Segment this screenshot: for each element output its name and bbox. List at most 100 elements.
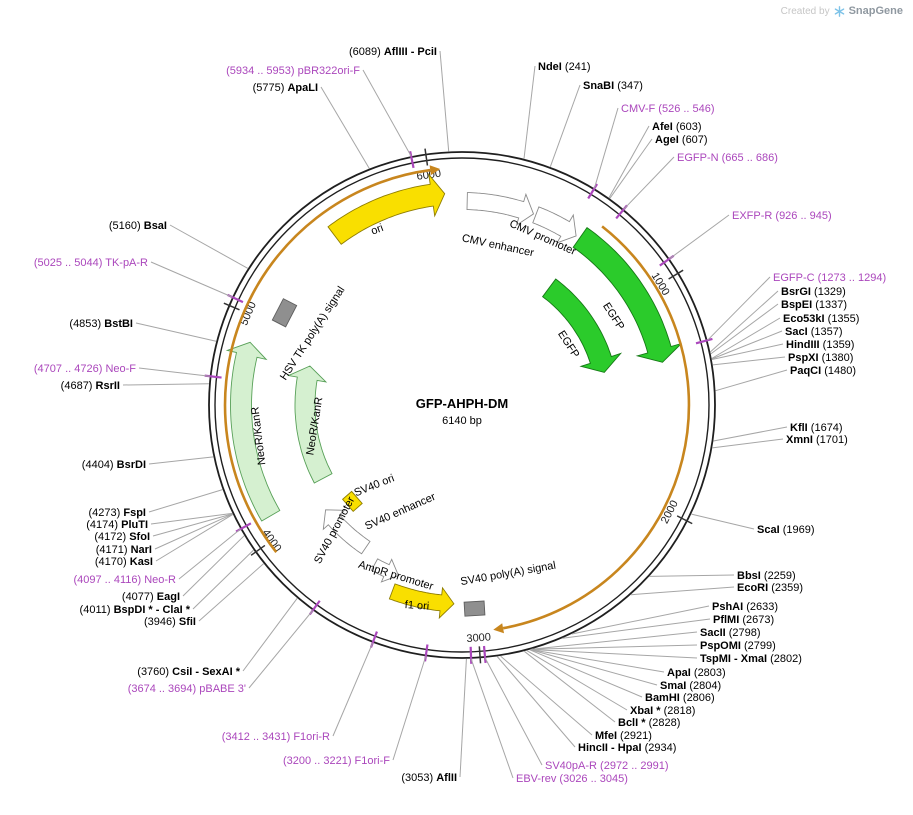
leader-line-sfoi [152,513,233,537]
enzyme-label-pspomi[interactable]: PspOMI (2799) [700,640,776,652]
leader-line-neo-r [178,528,241,580]
feature-cmv-enhancer-arrow[interactable] [466,192,535,227]
feature-label-sv40-enhancer[interactable]: SV40 enhancer [363,491,437,533]
feature-neor-kanr-inner-arrow[interactable] [286,365,333,484]
enzyme-label-hindiii[interactable]: HindIII (1359) [786,339,854,351]
enzyme-label-sfii[interactable]: (3946) SfiI [144,616,196,628]
enzyme-label-kasi[interactable]: (4170) KasI [95,556,153,568]
enzyme-label-pspxi[interactable]: PspXI (1380) [788,352,853,364]
enzyme-label-afliii-pcii[interactable]: (6089) AflIII - PciI [349,46,437,58]
leader-line-f1ori-f [392,656,427,761]
feature-label-sv40-ori[interactable]: SV40 ori [353,472,397,499]
feature-label-egfp-outer[interactable]: EGFP [600,301,626,333]
leader-line-agei [609,138,653,199]
primer-label-exfp-r[interactable]: EXFP-R (926 .. 945) [732,210,832,222]
feature-sv40-promoter-arrow[interactable] [322,509,371,555]
feature-f1-ori-arrow[interactable] [388,583,455,620]
enzyme-label-kfli[interactable]: KflI (1674) [790,422,843,434]
enzyme-label-bsrgi[interactable]: BsrGI (1329) [781,286,846,298]
feature-label-sv40-polya-signal[interactable]: SV40 poly(A) signal [460,560,557,589]
enzyme-label-rsrii[interactable]: (4687) RsrII [61,380,120,392]
feature-neor-kanr-outer-arrow[interactable] [225,341,281,522]
feature-ampr-promoter-arrow[interactable] [370,558,400,583]
enzyme-label-saci[interactable]: SacI (1357) [785,326,843,338]
enzyme-label-bsrdi[interactable]: (4404) BsrDI [82,459,146,471]
leader-line-smai [530,649,658,686]
feature-sv40-ori-box[interactable] [341,490,363,513]
leader-line-kfli [713,426,788,442]
enzyme-label-mfei[interactable]: MfeI (2921) [595,730,652,742]
primer-label-egfp-n[interactable]: EGFP-N (665 .. 686) [677,152,778,164]
enzyme-label-ndei[interactable]: NdeI (241) [538,61,591,73]
leader-line-ebv-rev [470,658,514,779]
enzyme-label-smai[interactable]: SmaI (2804) [660,680,721,692]
primer-label-ebv-rev[interactable]: EBV-rev (3026 .. 3045) [516,773,628,785]
leader-line-bspdi-clai [192,549,254,610]
enzyme-label-nari[interactable]: (4171) NarI [96,544,152,556]
primer-label-f1ori-r[interactable]: (3412 .. 3431) F1ori-R [222,731,330,743]
leader-line-snabi [549,84,581,167]
leader-line-afei [608,125,650,199]
enzyme-label-fspi[interactable]: (4273) FspI [89,507,146,519]
primer-label-neo-f[interactable]: (4707 .. 4726) Neo-F [34,363,136,375]
enzyme-label-agei[interactable]: AgeI (607) [655,134,708,146]
primer-label-neo-r[interactable]: (4097 .. 4116) Neo-R [73,574,176,586]
enzyme-label-tspmi-xmai[interactable]: TspMI - XmaI (2802) [700,653,802,665]
enzyme-label-bamhi[interactable]: BamHI (2806) [645,692,715,704]
feature-cds-arc-right-arc[interactable] [502,225,691,630]
feature-label-hsv-tk-polya-signal[interactable]: HSV TK poly(A) signal [278,284,348,382]
enzyme-label-apali[interactable]: (5775) ApaLI [253,82,318,94]
enzyme-label-bstbi[interactable]: (4853) BstBI [69,318,133,330]
enzyme-label-sacii[interactable]: SacII (2798) [700,627,761,639]
leader-line-xmni [712,438,784,449]
enzyme-label-xmni[interactable]: XmnI (1701) [786,434,848,446]
enzyme-label-eagi[interactable]: (4077) EagI [122,591,180,603]
feature-label-cmv-enhancer[interactable]: CMV enhancer [461,232,536,259]
leader-line-mfei [500,655,593,736]
leader-line-nari [154,513,233,550]
enzyme-label-hincii-hpai[interactable]: HincII - HpaI (2934) [578,742,676,754]
enzyme-label-paqci[interactable]: PaqCI (1480) [790,365,856,377]
primer-label-f1ori-f[interactable]: (3200 .. 3221) F1ori-F [283,755,390,767]
inner-ring [214,157,710,653]
enzyme-label-bbsi[interactable]: BbsI (2259) [737,570,796,582]
feature-label-f1-ori[interactable]: f1 ori [404,599,429,613]
enzyme-label-bspdi-clai[interactable]: (4011) BspDI * - ClaI * [80,604,191,616]
enzyme-label-bspei[interactable]: BspEI (1337) [781,299,847,311]
feature-ori-arrow[interactable] [327,172,446,245]
enzyme-label-eco53ki[interactable]: Eco53kI (1355) [783,313,859,325]
primer-label-pbabe-3[interactable]: (3674 .. 3694) pBABE 3' [128,683,246,695]
enzyme-label-pluti[interactable]: (4174) PluTI [86,519,148,531]
enzyme-label-afei[interactable]: AfeI (603) [652,121,702,133]
enzyme-label-ecori[interactable]: EcoRI (2359) [737,582,803,594]
tick-label-3000: 3000 [466,631,491,645]
primer-label-cmv-f[interactable]: CMV-F (526 .. 546) [621,103,715,115]
feature-cmv-promoter-arrow[interactable] [532,206,577,244]
primer-label-pbr322ori-f[interactable]: (5934 .. 5953) pBR322ori-F [226,65,360,77]
leader-line-sacii [531,631,698,650]
enzyme-label-pshai[interactable]: PshAI (2633) [712,601,778,613]
feature-cds-arc-left-arc[interactable] [223,168,431,554]
enzyme-label-bsai[interactable]: (5160) BsaI [109,220,167,232]
feature-sv40-polya-signal-box[interactable] [463,600,486,617]
enzyme-label-scai[interactable]: ScaI (1969) [757,524,815,536]
feature-egfp-outer-arrow[interactable] [572,226,682,363]
snapgene-logo-icon [834,5,845,17]
enzyme-label-aflii[interactable]: (3053) AflII [401,772,457,784]
enzyme-label-snabi[interactable]: SnaBI (347) [583,80,643,92]
primer-label-sv40pa-r[interactable]: SV40pA-R (2972 .. 2991) [545,760,669,772]
enzyme-label-csii-sexai[interactable]: (3760) CsiI - SexAI * [137,666,240,678]
leader-line-xbai [526,650,628,711]
enzyme-label-pflmi[interactable]: PflMI (2673) [713,614,774,626]
primer-label-tk-pa-r[interactable]: (5025 .. 5044) TK-pA-R [34,257,148,269]
leader-line-sfii [198,563,264,622]
enzyme-label-xbai[interactable]: XbaI * (2818) [630,705,695,717]
feature-egfp-inner-arrow[interactable] [541,278,623,373]
enzyme-label-sfoi[interactable]: (4172) SfoI [94,531,150,543]
enzyme-label-bcli[interactable]: BclI * (2828) [618,717,680,729]
leader-line-aflii [459,658,467,778]
enzyme-label-apai[interactable]: ApaI (2803) [667,667,726,679]
primer-label-egfp-c[interactable]: EGFP-C (1273 .. 1294) [773,272,886,284]
feature-hsv-tk-polya-signal-box[interactable] [271,298,298,328]
feature-label-ori[interactable]: ori [369,222,385,238]
